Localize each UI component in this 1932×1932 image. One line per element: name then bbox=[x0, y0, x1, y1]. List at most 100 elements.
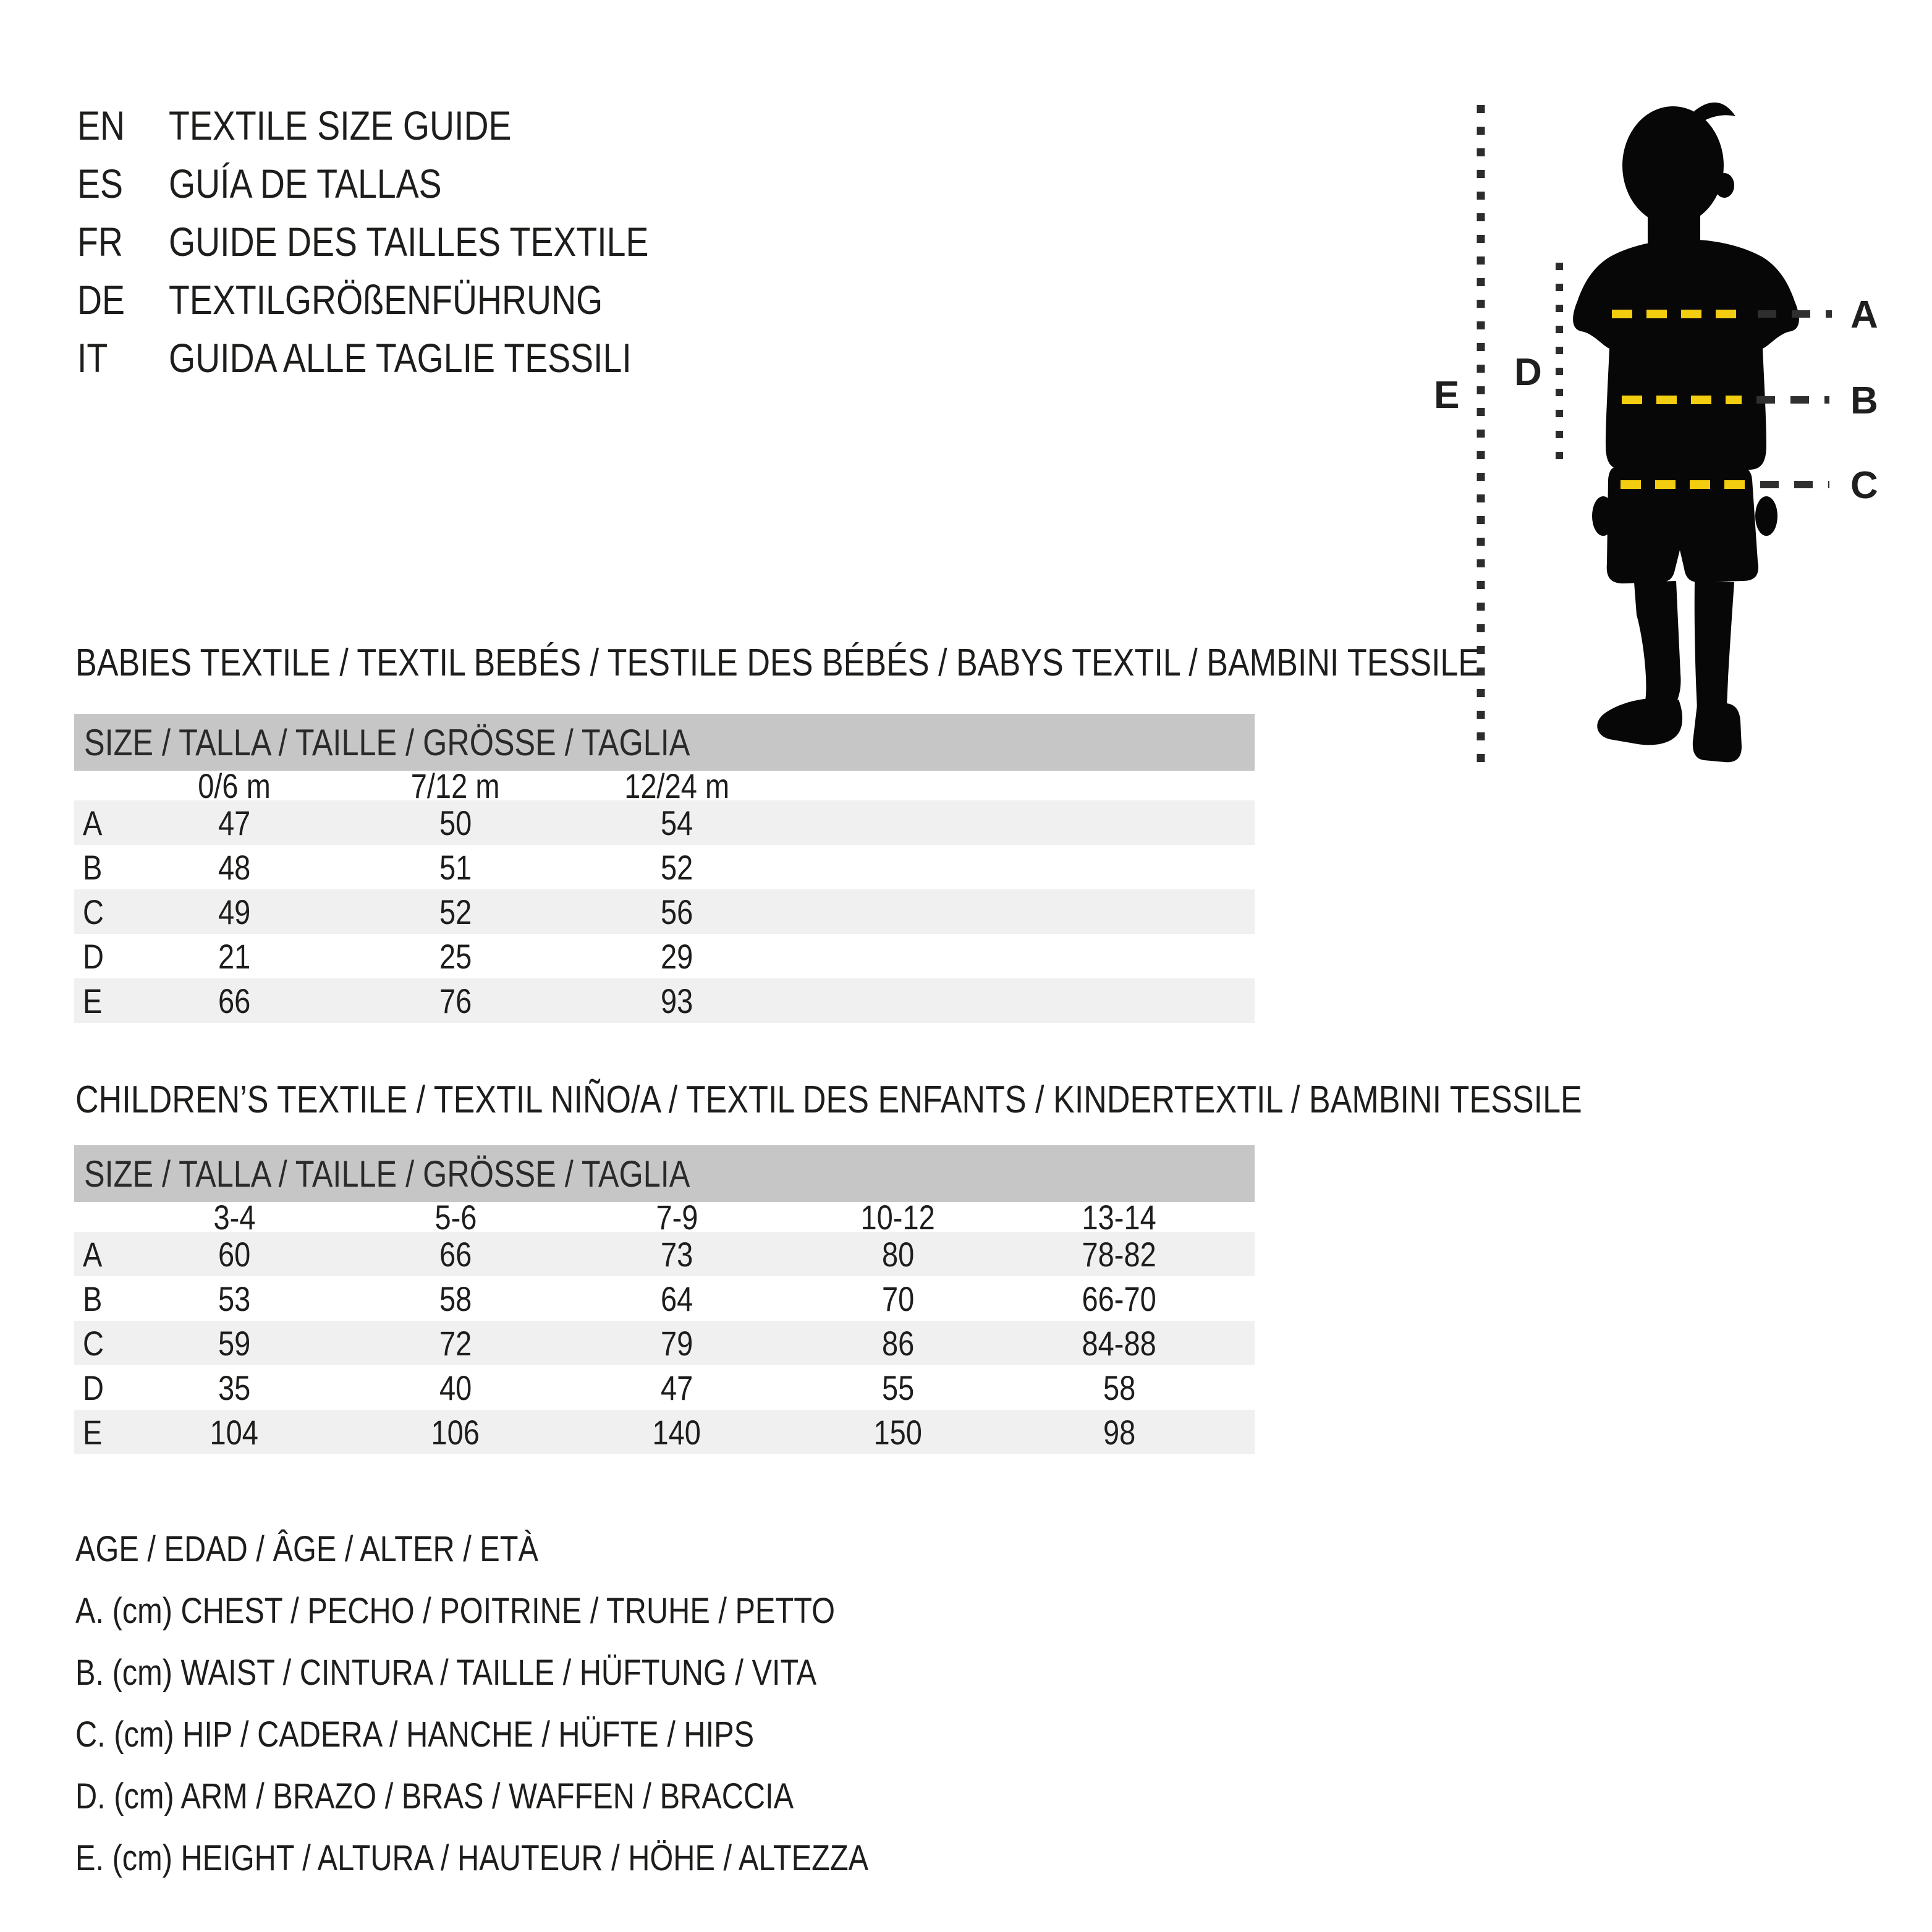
size-cell: 52 bbox=[660, 847, 693, 887]
size-cell: 58 bbox=[439, 1279, 472, 1318]
size-cell: 98 bbox=[1103, 1412, 1136, 1452]
language-code: DE bbox=[77, 277, 125, 323]
size-cell: 48 bbox=[218, 847, 251, 887]
size-cell: 29 bbox=[660, 936, 693, 976]
row-label: D bbox=[83, 936, 104, 976]
row-label: C bbox=[83, 892, 104, 931]
language-title: TEXTILGRÖßENFÜHRUNG bbox=[169, 277, 603, 323]
language-row-de: DE TEXTILGRÖßENFÜHRUNG bbox=[77, 271, 740, 329]
language-row-fr: FR GUIDE DES TAILLES TEXTILE bbox=[77, 213, 740, 271]
table-row: C 59 72 79 86 84-88 bbox=[74, 1321, 1255, 1365]
babies-size-table: SIZE / TALLA / TAILLE / GRÖSSE / TAGLIA … bbox=[74, 714, 1255, 1023]
size-cell: 79 bbox=[660, 1323, 693, 1363]
children-size-table: SIZE / TALLA / TAILLE / GRÖSSE / TAGLIA … bbox=[74, 1145, 1255, 1454]
column-header: 3-4 bbox=[213, 1197, 255, 1237]
language-title: TEXTILE SIZE GUIDE bbox=[169, 103, 512, 148]
row-label: A bbox=[83, 803, 103, 842]
size-cell: 66 bbox=[218, 981, 251, 1020]
size-cell: 49 bbox=[218, 892, 251, 931]
language-code: EN bbox=[77, 103, 125, 148]
table-row: E 66 76 93 bbox=[74, 978, 1255, 1023]
size-cell: 56 bbox=[660, 892, 693, 931]
row-label: B bbox=[83, 847, 103, 887]
size-cell: 72 bbox=[439, 1323, 472, 1363]
size-cell: 50 bbox=[439, 803, 472, 842]
measure-label-c: C bbox=[1850, 464, 1878, 507]
column-header: 12/24 m bbox=[624, 766, 729, 805]
babies-section-title: BABIES TEXTILE / TEXTIL BEBÉS / TESTILE … bbox=[75, 642, 1480, 684]
legend-line-age: AGE / EDAD / ÂGE / ALTER / ETÀ bbox=[75, 1528, 539, 1569]
child-silhouette-icon bbox=[1573, 102, 1799, 763]
legend-line-arm: D. (cm) ARM / BRAZO / BRAS / WAFFEN / BR… bbox=[75, 1776, 794, 1816]
size-cell: 58 bbox=[1103, 1368, 1136, 1407]
legend-line-waist: B. (cm) WAIST / CINTURA / TAILLE / HÜFTU… bbox=[75, 1652, 817, 1693]
language-title: GUÍA DE TALLAS bbox=[169, 161, 442, 206]
row-label: D bbox=[83, 1368, 104, 1407]
size-cell: 53 bbox=[218, 1279, 251, 1318]
children-table-header-bar: SIZE / TALLA / TAILLE / GRÖSSE / TAGLIA bbox=[74, 1145, 1255, 1202]
size-cell: 78-82 bbox=[1082, 1234, 1157, 1274]
measure-label-d: D bbox=[1514, 351, 1542, 394]
measurement-diagram: E D A B C bbox=[1434, 102, 1878, 769]
measurement-legend: AGE / EDAD / ÂGE / ALTER / ETÀ A. (cm) C… bbox=[75, 1518, 1020, 1889]
table-row: B 48 51 52 bbox=[74, 845, 1255, 889]
row-label: C bbox=[83, 1323, 104, 1363]
measure-label-a: A bbox=[1850, 294, 1878, 336]
column-header: 7-9 bbox=[656, 1197, 698, 1237]
column-header: 10-12 bbox=[860, 1197, 936, 1237]
size-cell: 52 bbox=[439, 892, 472, 931]
language-title: GUIDE DES TAILLES TEXTILE bbox=[169, 219, 649, 265]
size-cell: 93 bbox=[660, 981, 693, 1020]
legend-line-chest: A. (cm) CHEST / PECHO / POITRINE / TRUHE… bbox=[75, 1590, 835, 1631]
babies-table-header-bar: SIZE / TALLA / TAILLE / GRÖSSE / TAGLIA bbox=[74, 714, 1255, 771]
size-cell: 140 bbox=[652, 1412, 701, 1452]
size-cell: 40 bbox=[439, 1368, 472, 1407]
babies-column-header-row: 0/6 m 7/12 m 12/24 m bbox=[74, 766, 1255, 805]
size-cell: 104 bbox=[210, 1412, 259, 1452]
size-cell: 73 bbox=[660, 1234, 693, 1274]
table-row: D 21 25 29 bbox=[74, 934, 1255, 978]
size-cell: 47 bbox=[660, 1368, 693, 1407]
language-code: IT bbox=[77, 335, 108, 381]
size-cell: 76 bbox=[439, 981, 472, 1020]
size-cell: 66-70 bbox=[1082, 1279, 1157, 1318]
size-cell: 64 bbox=[660, 1279, 693, 1318]
size-cell: 84-88 bbox=[1082, 1323, 1157, 1363]
language-code: ES bbox=[77, 161, 123, 206]
measure-label-e: E bbox=[1434, 374, 1459, 417]
table-row: A 60 66 73 80 78-82 bbox=[74, 1232, 1255, 1276]
size-cell: 80 bbox=[881, 1234, 915, 1274]
column-header: 7/12 m bbox=[411, 766, 500, 805]
size-cell: 21 bbox=[218, 936, 251, 976]
size-cell: 25 bbox=[439, 936, 472, 976]
size-cell: 66 bbox=[439, 1234, 472, 1274]
legend-line-height: E. (cm) HEIGHT / ALTURA / HAUTEUR / HÖHE… bbox=[75, 1837, 869, 1878]
size-cell: 55 bbox=[881, 1368, 915, 1407]
language-code: FR bbox=[77, 219, 123, 265]
size-cell: 106 bbox=[431, 1412, 480, 1452]
size-cell: 150 bbox=[873, 1412, 923, 1452]
row-label: B bbox=[83, 1279, 103, 1318]
size-cell: 60 bbox=[218, 1234, 251, 1274]
row-label: E bbox=[83, 1412, 103, 1452]
children-column-header-row: 3-4 5-6 7-9 10-12 13-14 bbox=[74, 1198, 1255, 1237]
row-label: A bbox=[83, 1234, 103, 1274]
size-cell: 70 bbox=[881, 1279, 915, 1318]
column-header: 0/6 m bbox=[198, 766, 271, 805]
language-row-es: ES GUÍA DE TALLAS bbox=[77, 155, 740, 213]
table-row: D 35 40 47 55 58 bbox=[74, 1365, 1255, 1410]
size-cell: 86 bbox=[881, 1323, 915, 1363]
language-title: GUIDA ALLE TAGLIE TESSILI bbox=[169, 335, 632, 381]
language-row-en: EN TEXTILE SIZE GUIDE bbox=[77, 96, 740, 155]
size-cell: 59 bbox=[218, 1323, 251, 1363]
row-label: E bbox=[83, 981, 103, 1020]
table-row: A 47 50 54 bbox=[74, 800, 1255, 845]
size-cell: 47 bbox=[218, 803, 251, 842]
language-title-list: EN TEXTILE SIZE GUIDE ES GUÍA DE TALLAS … bbox=[77, 96, 740, 387]
size-cell: 54 bbox=[660, 803, 693, 842]
size-cell: 35 bbox=[218, 1368, 251, 1407]
table-row: C 49 52 56 bbox=[74, 889, 1255, 934]
column-header: 13-14 bbox=[1082, 1197, 1157, 1237]
language-row-it: IT GUIDA ALLE TAGLIE TESSILI bbox=[77, 329, 740, 387]
